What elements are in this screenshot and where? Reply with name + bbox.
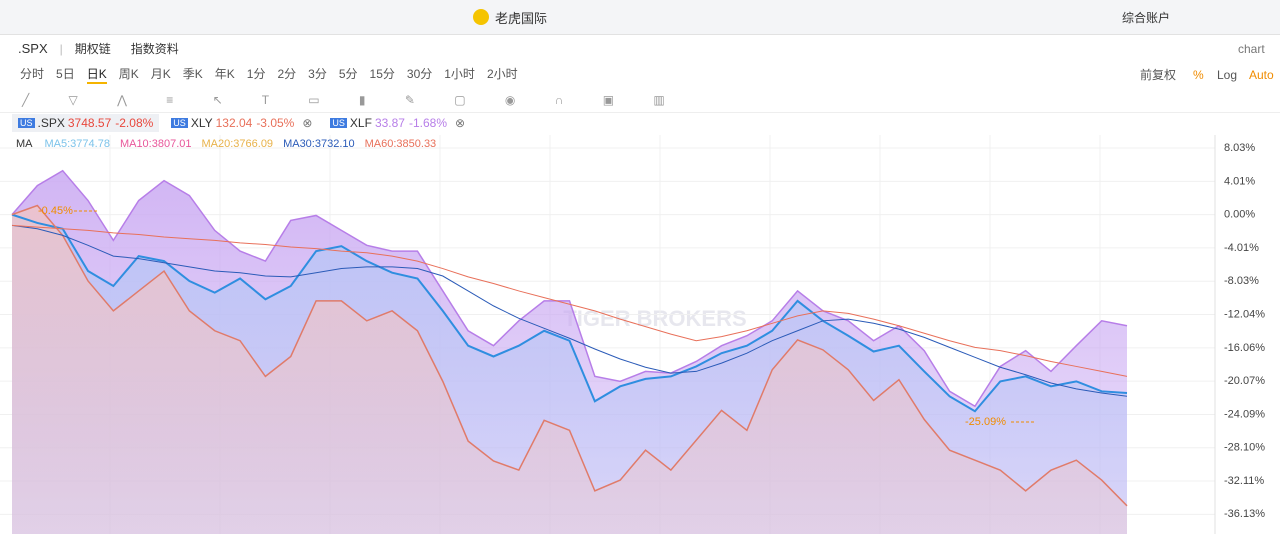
- compare-symbol: .SPX: [37, 116, 65, 130]
- area: [12, 205, 1127, 534]
- log-toggle[interactable]: Log: [1217, 67, 1238, 82]
- y-tick-label: -24.09%: [1224, 408, 1265, 420]
- y-tick-label: -12.04%: [1224, 308, 1265, 320]
- ma-item: MA60:3850.33: [364, 138, 437, 150]
- title-bar: 老虎国际 综合账户: [0, 0, 1280, 35]
- series-line: [11, 169, 1128, 408]
- period[interactable]: 年K: [214, 67, 235, 81]
- y-tick-label: -16.06%: [1224, 342, 1265, 354]
- ma-legend: MA MA5:3774.78 MA10:3807.01 MA20:3766.09 MA…: [0, 136, 1280, 152]
- change: -1.68%: [408, 116, 447, 130]
- price: 33.87: [374, 116, 405, 130]
- series-line: [11, 224, 1128, 377]
- app-title: 老虎国际: [494, 10, 547, 26]
- annotation: -25.09%: [965, 416, 1006, 428]
- chart-menu[interactable]: chart: [1238, 41, 1265, 56]
- change: -2.08%: [115, 116, 154, 130]
- period[interactable]: 15分: [369, 67, 395, 81]
- symbol-bar: .SPX | 期权链 指数资料 chart: [18, 41, 1265, 56]
- ma-label: MA: [16, 138, 33, 150]
- watermark: TIGER BROKERS: [563, 306, 746, 331]
- y-tick-label: 8.03%: [1224, 142, 1255, 154]
- market: US: [330, 118, 347, 128]
- period[interactable]: 日K: [86, 65, 107, 84]
- market: US: [18, 118, 35, 128]
- pct-toggle[interactable]: %: [1193, 67, 1204, 82]
- compare-item: US .SPX 3748.57 -2.08%: [12, 114, 160, 132]
- y-tick-label: -32.11%: [1224, 475, 1264, 487]
- adjust[interactable]: 前复权: [1140, 68, 1177, 82]
- compare-symbol: XLY: [190, 116, 213, 130]
- compare-legend: US .SPX 3748.57 -2.08% US XLY 132.04 -3.05% ⊗ US X…: [0, 113, 1280, 133]
- ma-item: MA5:3774.78: [44, 138, 110, 150]
- auto-toggle[interactable]: Auto: [1249, 67, 1274, 82]
- tab[interactable]: 期权链: [74, 42, 111, 56]
- price: 3748.57: [67, 116, 112, 130]
- y-tick-label: 0.00%: [1224, 209, 1255, 221]
- y-tick-label: -36.13%: [1224, 508, 1265, 520]
- y-tick-label: -8.03%: [1224, 275, 1259, 287]
- period[interactable]: 分时: [20, 67, 45, 81]
- remove[interactable]: ⊗: [455, 116, 466, 130]
- account[interactable]: 综合账户: [1122, 10, 1171, 25]
- period[interactable]: 周K: [118, 67, 139, 81]
- period[interactable]: 1分: [246, 67, 266, 81]
- period[interactable]: 3分: [308, 67, 327, 81]
- period[interactable]: 5日: [56, 67, 75, 81]
- y-tick-label: -28.10%: [1224, 442, 1265, 454]
- annotation: -0.45%: [38, 205, 73, 217]
- periods: 分时 5日 日K 周K 月K 季K 年K 1分 2分 3分 5分 15分 30分 1小时 2小时: [20, 65, 530, 84]
- y-tick-label: -20.07%: [1224, 375, 1265, 387]
- period[interactable]: 30分: [406, 67, 433, 81]
- compare-item: US XLF 33.87 -1.68% ⊗: [324, 114, 471, 132]
- logo: [472, 9, 489, 25]
- tab[interactable]: 指数资料: [130, 42, 179, 56]
- drawing-toolbar: ╱ ▽ ⋀ ≡ ↖ T ▭ ▮ ✎ ▢ ◉ ∩ ▣ ▥: [0, 87, 1280, 113]
- period[interactable]: 月K: [150, 67, 171, 81]
- compare-symbol: XLF: [349, 116, 372, 130]
- compare-item: US XLY 132.04 -3.05% ⊗: [165, 114, 318, 132]
- price: 132.04: [215, 116, 253, 130]
- symbol: .SPX: [18, 41, 48, 56]
- ma-item: MA30:3732.10: [283, 138, 355, 150]
- y-tick-label: 4.01%: [1224, 175, 1255, 187]
- period[interactable]: 5分: [338, 67, 358, 81]
- series-line: [11, 204, 1128, 507]
- period[interactable]: 1小时: [444, 67, 475, 81]
- ma-item: MA20:3766.09: [201, 138, 274, 150]
- change: -3.05%: [256, 116, 295, 130]
- period[interactable]: 2分: [277, 67, 297, 81]
- series-line: [11, 213, 1128, 413]
- market: US: [171, 118, 188, 128]
- period[interactable]: 2小时: [486, 67, 518, 81]
- chart: TIGER BROKERS 8.03% 4.01% 0.00% -4.01% -8.03…: [0, 135, 1265, 534]
- period[interactable]: 季K: [182, 67, 203, 81]
- series-line: [11, 224, 1128, 397]
- ma-item: MA10:3807.01: [119, 138, 192, 150]
- y-tick-label: -4.01%: [1224, 242, 1259, 254]
- period-bar: 分时 5日 日K 周K 月K 季K 年K 1分 2分 3分 5分 15分 30分 1小时 2小时 前复权 %…: [0, 62, 1280, 87]
- remove[interactable]: ⊗: [302, 116, 313, 130]
